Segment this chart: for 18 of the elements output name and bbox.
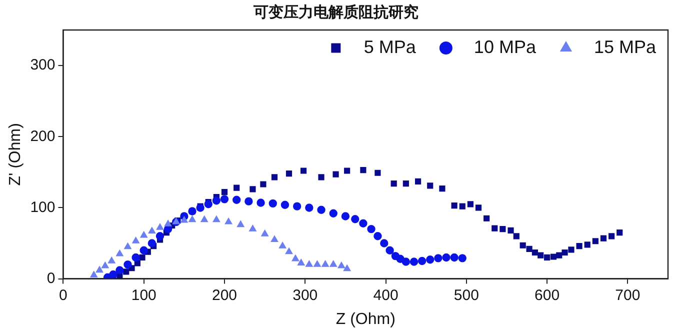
legend-label: 5 MPa: [364, 36, 417, 57]
x-tick-label: 0: [59, 286, 68, 304]
y-axis-title: Z' (Ohm): [7, 123, 24, 186]
legend-label: 15 MPa: [594, 36, 657, 57]
y-tick-label: 200: [30, 128, 56, 145]
y-tick-label: 0: [46, 270, 56, 287]
y-tick-label: 300: [30, 56, 56, 74]
x-tick-label: 200: [212, 286, 238, 304]
legend-label: 10 MPa: [474, 36, 537, 57]
x-tick-label: 600: [534, 286, 560, 304]
x-tick-label: 700: [615, 286, 640, 304]
chart-title: 可变压力电解质阻抗研究: [252, 2, 418, 21]
x-tick-label: 500: [454, 286, 479, 304]
x-tick-label: 400: [373, 286, 398, 304]
y-tick-label: 100: [30, 198, 56, 216]
x-tick-label: 100: [131, 286, 156, 304]
x-tick-label: 300: [292, 286, 318, 304]
x-axis-title: Z (Ohm): [336, 310, 396, 328]
